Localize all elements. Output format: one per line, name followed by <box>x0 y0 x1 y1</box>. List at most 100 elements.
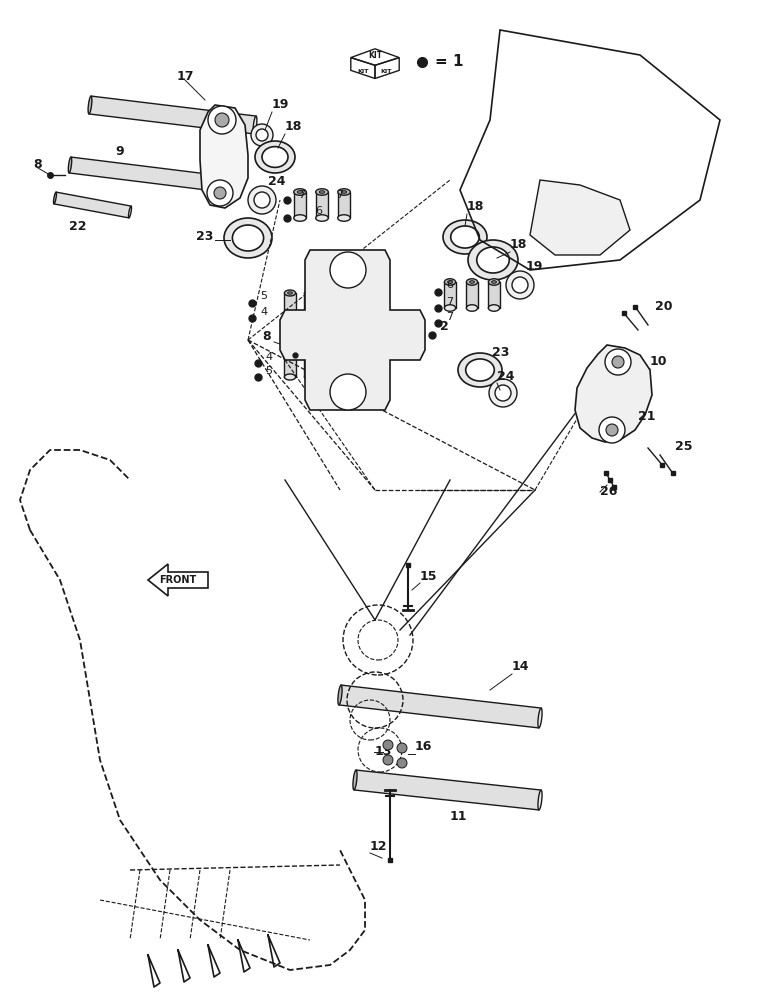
Circle shape <box>215 113 229 127</box>
Text: 6: 6 <box>446 280 453 290</box>
Circle shape <box>254 192 270 208</box>
Text: 4: 4 <box>260 307 267 317</box>
Text: 24: 24 <box>268 175 286 188</box>
Ellipse shape <box>88 96 92 114</box>
Text: 25: 25 <box>675 440 692 453</box>
Text: 18: 18 <box>467 200 484 213</box>
Ellipse shape <box>448 281 452 283</box>
Ellipse shape <box>284 350 296 356</box>
Ellipse shape <box>288 292 293 294</box>
Circle shape <box>397 758 407 768</box>
Text: 18: 18 <box>510 238 527 251</box>
Ellipse shape <box>469 281 475 283</box>
Circle shape <box>207 180 233 206</box>
Circle shape <box>396 326 414 344</box>
FancyBboxPatch shape <box>339 685 541 728</box>
Text: 22: 22 <box>69 220 86 233</box>
Text: 8: 8 <box>34 158 42 171</box>
Ellipse shape <box>451 226 479 248</box>
Ellipse shape <box>316 189 328 195</box>
Ellipse shape <box>304 374 316 380</box>
Ellipse shape <box>253 116 257 134</box>
Circle shape <box>489 379 517 407</box>
Ellipse shape <box>489 305 499 311</box>
Ellipse shape <box>320 191 325 193</box>
Ellipse shape <box>538 708 542 728</box>
Text: KIT: KIT <box>358 69 369 74</box>
Ellipse shape <box>458 353 502 387</box>
Circle shape <box>214 187 226 199</box>
Ellipse shape <box>224 218 272 258</box>
Text: 7: 7 <box>336 190 343 200</box>
Polygon shape <box>148 564 208 596</box>
Polygon shape <box>530 180 630 255</box>
Circle shape <box>397 743 407 753</box>
Text: 26: 26 <box>600 485 618 498</box>
Ellipse shape <box>341 191 347 193</box>
Text: 7: 7 <box>446 312 453 322</box>
Ellipse shape <box>128 206 131 218</box>
Text: FRONT: FRONT <box>159 575 197 585</box>
FancyBboxPatch shape <box>304 353 316 377</box>
Text: 2: 2 <box>440 320 449 333</box>
Ellipse shape <box>293 189 306 195</box>
Ellipse shape <box>466 305 478 311</box>
Text: 23: 23 <box>492 346 510 359</box>
Ellipse shape <box>232 225 263 251</box>
Text: 10: 10 <box>650 355 668 368</box>
Ellipse shape <box>284 290 296 296</box>
Circle shape <box>612 356 624 368</box>
FancyBboxPatch shape <box>284 353 296 377</box>
Text: 20: 20 <box>655 300 672 313</box>
Text: 5: 5 <box>260 291 267 301</box>
Text: 17: 17 <box>176 70 194 83</box>
Text: 23: 23 <box>196 230 213 243</box>
Circle shape <box>330 374 366 410</box>
Ellipse shape <box>297 191 303 193</box>
FancyBboxPatch shape <box>69 157 216 191</box>
Text: 16: 16 <box>415 740 432 753</box>
Polygon shape <box>575 345 652 442</box>
Circle shape <box>383 740 393 750</box>
Polygon shape <box>280 250 425 410</box>
Ellipse shape <box>255 141 295 173</box>
Ellipse shape <box>353 770 357 790</box>
Text: 12: 12 <box>370 840 388 853</box>
Ellipse shape <box>68 157 72 173</box>
FancyBboxPatch shape <box>337 192 350 218</box>
Text: = 1: = 1 <box>435 54 463 70</box>
Ellipse shape <box>477 247 510 273</box>
Polygon shape <box>200 105 248 208</box>
FancyBboxPatch shape <box>54 192 131 218</box>
Ellipse shape <box>284 374 296 380</box>
Text: 4: 4 <box>265 352 272 362</box>
Ellipse shape <box>307 352 313 354</box>
Text: 13: 13 <box>375 745 392 758</box>
Circle shape <box>606 424 618 436</box>
Text: 14: 14 <box>512 660 530 673</box>
Circle shape <box>251 124 273 146</box>
Ellipse shape <box>293 215 306 221</box>
Ellipse shape <box>466 279 478 285</box>
Text: 15: 15 <box>420 570 438 583</box>
Ellipse shape <box>337 215 350 221</box>
FancyBboxPatch shape <box>466 282 478 308</box>
Ellipse shape <box>304 350 316 356</box>
Text: 24: 24 <box>497 370 514 383</box>
FancyBboxPatch shape <box>293 192 306 218</box>
Ellipse shape <box>489 279 499 285</box>
Text: 6: 6 <box>315 206 322 216</box>
Text: 9: 9 <box>116 145 124 158</box>
Ellipse shape <box>538 790 542 810</box>
Text: KIT: KIT <box>381 69 392 74</box>
Circle shape <box>506 271 534 299</box>
Ellipse shape <box>284 314 296 320</box>
FancyBboxPatch shape <box>284 293 296 317</box>
FancyBboxPatch shape <box>354 770 541 810</box>
Circle shape <box>512 277 528 293</box>
Ellipse shape <box>307 292 313 294</box>
Circle shape <box>495 385 511 401</box>
Text: 18: 18 <box>285 120 303 133</box>
Circle shape <box>248 186 276 214</box>
Circle shape <box>389 319 421 351</box>
